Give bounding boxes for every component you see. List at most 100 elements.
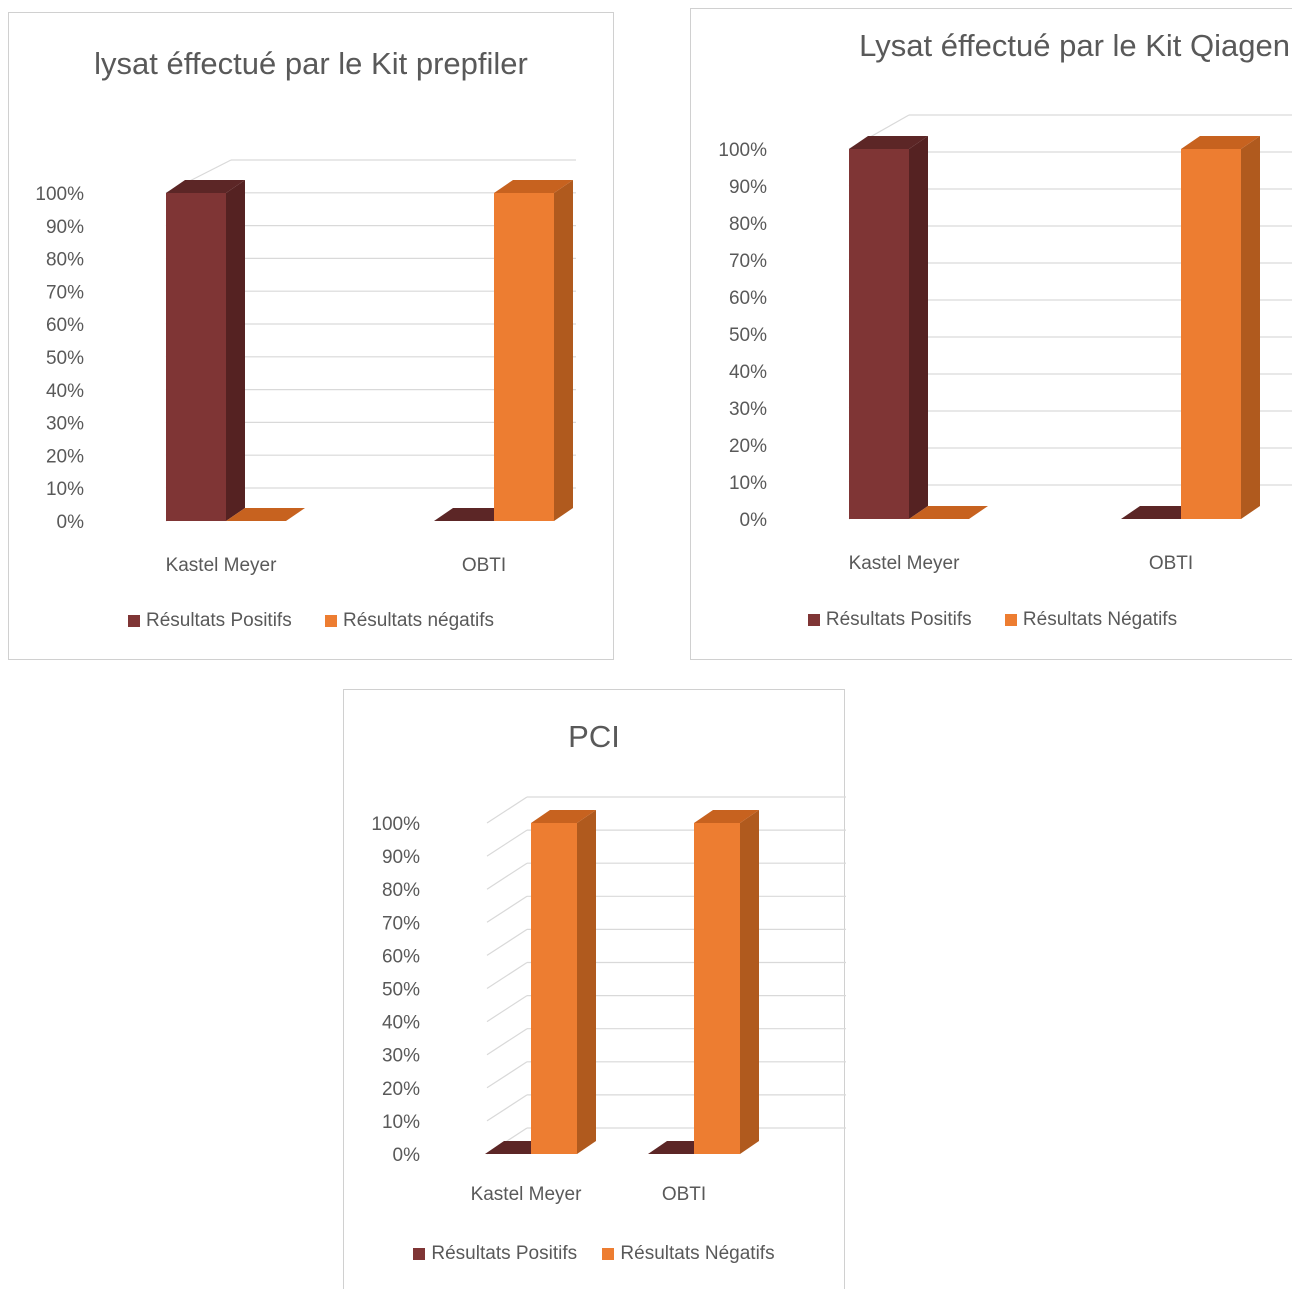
- y-tick-label: 90%: [46, 217, 84, 238]
- y-tick-label: 30%: [382, 1046, 420, 1067]
- bar-side: [554, 180, 573, 521]
- legend-swatch-negative: [602, 1248, 615, 1260]
- bar-side: [577, 810, 596, 1154]
- legend-swatch-positive: [127, 615, 140, 627]
- bar-side: [226, 180, 245, 521]
- gridline-diagonal: [486, 796, 528, 824]
- bar-top: [909, 506, 988, 519]
- y-tick-label: 40%: [382, 1013, 420, 1034]
- y-tick-label: 50%: [729, 325, 767, 346]
- y-tick-label: 10%: [382, 1112, 420, 1133]
- bar-top: [226, 508, 305, 521]
- bar-front: [849, 149, 909, 519]
- legend-label-positive: Résultats Positifs: [825, 609, 972, 630]
- chart-panel-pci: PCI 0% 10% 20% 30% 40% 50% 60% 70% 80% 90% 100% Kas…: [343, 689, 846, 1289]
- bar-front: [166, 193, 226, 521]
- bar-side: [909, 136, 928, 519]
- y-tick-label: 80%: [729, 214, 767, 235]
- legend-label-negative: Résultats Négatifs: [1022, 609, 1178, 630]
- x-category-label: Kastel Meyer: [166, 555, 278, 576]
- legend-swatch-negative: [1004, 614, 1017, 626]
- y-tick-label: 20%: [46, 446, 84, 467]
- legend-item-negative: Résultats Négatifs: [602, 1243, 775, 1265]
- bar-front: [694, 823, 740, 1154]
- y-tick-label: 100%: [35, 184, 84, 205]
- bar-side: [1241, 136, 1260, 519]
- legend-label-positive: Résultats Positifs: [431, 1243, 578, 1264]
- x-category-label: OBTI: [1149, 553, 1193, 574]
- chart-title: lysat éffectué par le Kit prepfiler: [94, 46, 528, 81]
- y-tick-label: 60%: [46, 315, 84, 336]
- legend-label-positive: Résultats Positifs: [145, 610, 292, 631]
- chart-panel-qiagen: Lysat éffectué par le Kit Qiagen 0% 10% 20…: [690, 8, 1292, 660]
- legend-label-negative: Résultats négatifs: [342, 610, 495, 631]
- bar-top: [1181, 136, 1260, 149]
- gridline-diagonal: [486, 862, 528, 890]
- y-tick-label: 40%: [46, 381, 84, 402]
- bar-top: [531, 810, 596, 823]
- x-category-label: OBTI: [662, 1184, 706, 1205]
- chart-plot-area: 0% 10% 20% 30% 40% 50% 60% 70% 80% 90% 100% Kastel …: [35, 159, 576, 576]
- chart-panel-prepfiler: lysat éffectué par le Kit prepfiler 0% 10…: [8, 12, 614, 660]
- y-tick-label: 20%: [382, 1079, 420, 1100]
- legend-item-positive: Résultats Positifs: [127, 610, 292, 632]
- legend-swatch-negative: [324, 615, 337, 627]
- y-tick-label: 30%: [729, 399, 767, 420]
- y-tick-label: 70%: [729, 251, 767, 272]
- bar-front: [494, 193, 554, 521]
- bar-negative: [494, 180, 573, 521]
- bar-top: [166, 180, 245, 193]
- y-tick-label: 30%: [46, 414, 84, 435]
- legend-swatch-positive: [807, 614, 820, 626]
- y-tick-label: 10%: [729, 473, 767, 494]
- bar-positive: [1121, 506, 1200, 519]
- gridline-diagonal: [486, 1028, 528, 1056]
- bar-negative: [909, 506, 988, 519]
- bar-top: [434, 508, 513, 521]
- y-tick-label: 70%: [46, 282, 84, 303]
- legend-item-negative: Résultats Négatifs: [1004, 609, 1178, 631]
- y-tick-label: 0%: [57, 512, 85, 533]
- legend-item-negative: Résultats négatifs: [324, 610, 495, 632]
- y-tick-label: 0%: [393, 1145, 421, 1166]
- gridline-diagonal: [486, 928, 528, 956]
- y-tick-label: 10%: [46, 479, 84, 500]
- bar-top: [1121, 506, 1200, 519]
- y-tick-label: 50%: [382, 980, 420, 1001]
- bar-side: [740, 810, 759, 1154]
- chart-title: PCI: [568, 719, 620, 754]
- y-tick-label: 80%: [382, 880, 420, 901]
- y-tick-label: 100%: [718, 140, 767, 161]
- gridline-diagonal: [486, 1061, 528, 1089]
- bar-top: [494, 180, 573, 193]
- chart-legend: Résultats Positifs Résultats Négatifs: [691, 609, 1292, 631]
- bar-negative: [226, 508, 305, 521]
- gridline-diagonal: [486, 961, 528, 990]
- legend-label-negative: Résultats Négatifs: [620, 1243, 775, 1264]
- gridline-diagonal: [486, 995, 528, 1023]
- y-tick-label: 100%: [371, 814, 420, 835]
- y-tick-label: 0%: [740, 510, 768, 531]
- y-tick-label: 50%: [46, 348, 84, 369]
- y-tick-label: 60%: [382, 946, 420, 967]
- chart-title: Lysat éffectué par le Kit Qiagen: [859, 28, 1290, 63]
- bar-negative: [694, 810, 759, 1154]
- gridline-diagonal: [486, 829, 528, 857]
- y-tick-label: 80%: [46, 250, 84, 271]
- legend-item-positive: Résultats Positifs: [413, 1243, 577, 1265]
- legend-swatch-positive: [413, 1248, 426, 1260]
- x-category-label: Kastel Meyer: [471, 1184, 583, 1205]
- bar-positive: [849, 136, 928, 519]
- bar-positive: [166, 180, 245, 521]
- bar-positive: [434, 508, 513, 521]
- y-tick-label: 70%: [382, 913, 420, 934]
- bar-front: [531, 823, 577, 1154]
- y-tick-label: 90%: [382, 847, 420, 868]
- chart-plot-area: 0% 10% 20% 30% 40% 50% 60% 70% 80% 90% 100% Kastel …: [718, 114, 1292, 574]
- x-category-label: Kastel Meyer: [849, 553, 961, 574]
- gridline-diagonal: [486, 895, 528, 923]
- y-tick-label: 40%: [729, 362, 767, 383]
- x-category-label: OBTI: [462, 555, 506, 576]
- chart-legend: Résultats Positifs Résultats Négatifs: [344, 1243, 844, 1265]
- bar-negative: [1181, 136, 1260, 519]
